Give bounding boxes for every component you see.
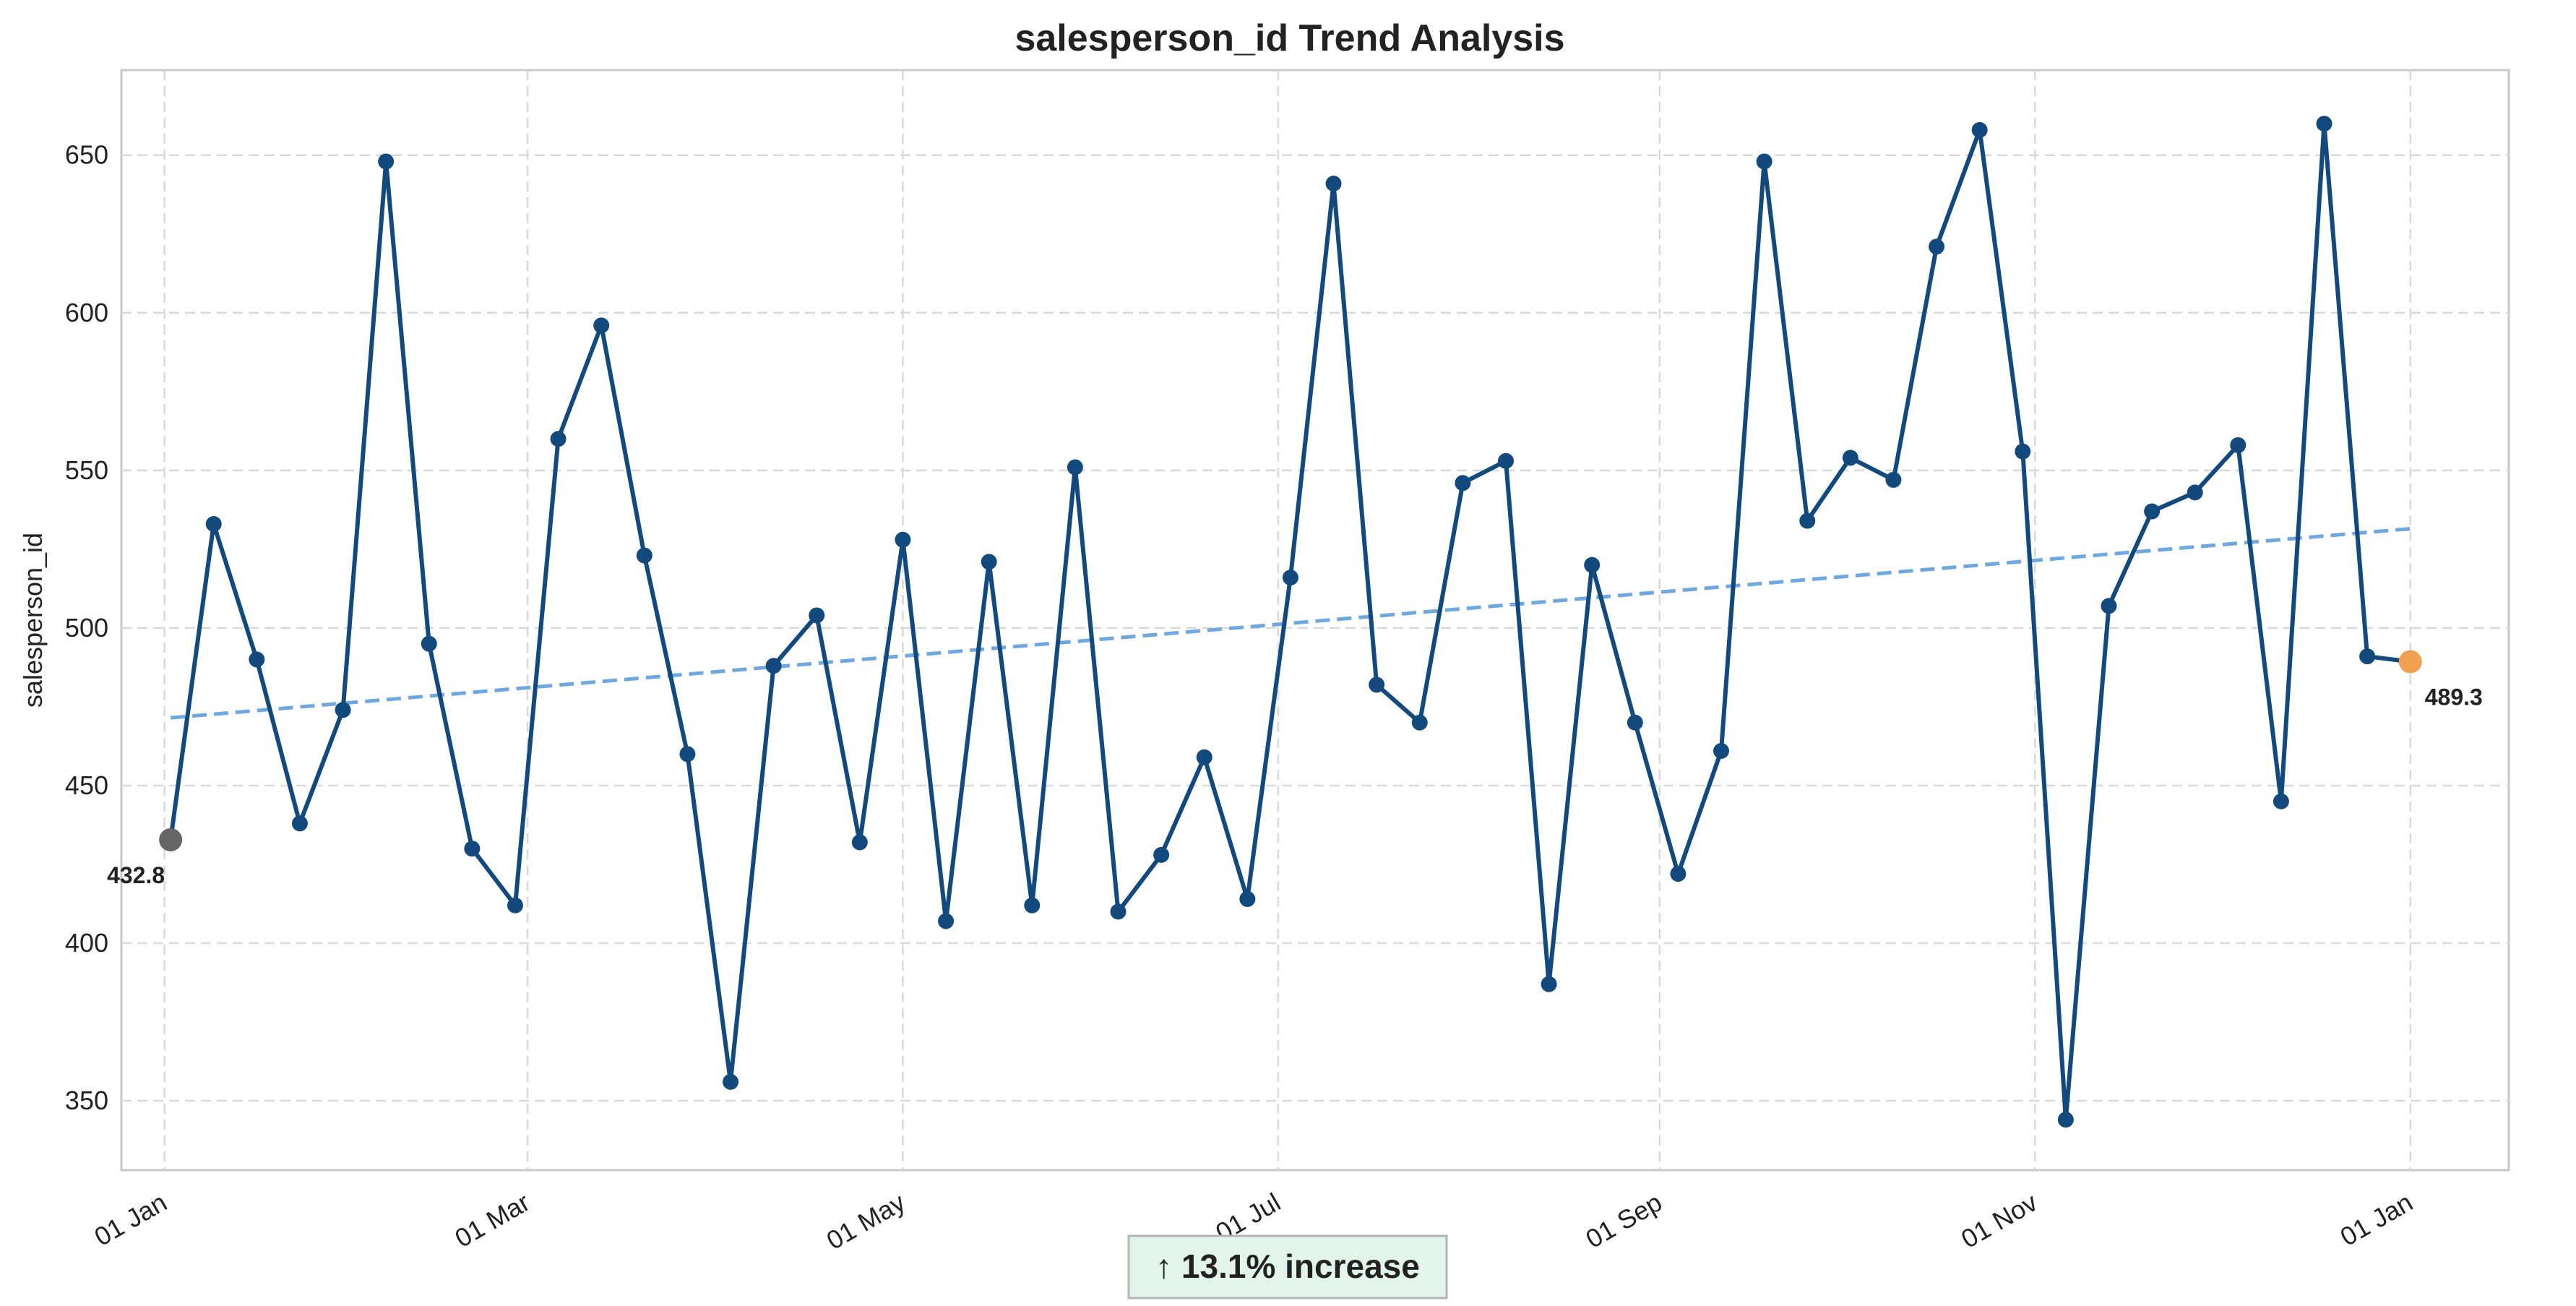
change-badge-text: ↑ 13.1% increase — [1155, 1247, 1420, 1285]
points-layer — [159, 116, 2422, 1128]
y-tick-label: 400 — [65, 928, 108, 958]
data-point — [1024, 897, 1041, 914]
chart-title: salesperson_id Trend Analysis — [1015, 17, 1564, 59]
end-value-label: 489.3 — [2425, 684, 2483, 710]
start-value-label: 432.8 — [107, 862, 165, 888]
data-point — [1411, 714, 1428, 731]
y-tick-label: 650 — [65, 140, 108, 170]
y-axis-label: salesperson_id — [18, 533, 48, 708]
data-point — [636, 547, 652, 564]
x-tick-label: 01 Mar — [449, 1187, 535, 1253]
start-point — [159, 828, 183, 851]
data-point — [1627, 714, 1643, 731]
data-point — [1541, 976, 1557, 992]
data-point — [1842, 450, 1858, 466]
data-point — [1885, 471, 1902, 488]
x-tick-label: 01 Sep — [1581, 1187, 1667, 1254]
y-tick-label: 450 — [65, 770, 108, 800]
data-point — [723, 1073, 739, 1090]
change-badge-box — [1127, 1234, 1448, 1299]
data-point — [507, 897, 523, 914]
data-point — [1067, 459, 1083, 476]
data-point — [2057, 1112, 2074, 1128]
data-point — [2144, 503, 2161, 520]
data-point — [851, 834, 868, 851]
data-point — [421, 635, 437, 652]
trend-line — [170, 527, 2411, 720]
x-tick-label: 01 Nov — [1956, 1187, 2042, 1254]
data-point — [2359, 648, 2376, 665]
y-tick-label: 500 — [65, 613, 108, 643]
data-point — [2015, 443, 2031, 460]
data-point — [1369, 676, 1385, 693]
y-tick-label: 350 — [65, 1086, 108, 1115]
data-point — [809, 607, 825, 624]
data-point — [464, 841, 481, 857]
data-point — [1110, 903, 1127, 920]
data-point — [1325, 175, 1342, 192]
data-point — [938, 913, 955, 929]
plot-area — [120, 69, 2510, 1172]
data-point — [1153, 846, 1170, 863]
grid-lines — [121, 70, 2509, 1170]
data-point — [1799, 512, 1816, 529]
data-point — [378, 153, 395, 170]
data-point — [1282, 570, 1298, 586]
data-point — [2273, 793, 2289, 809]
y-tick-labels: 350 400 450 500 550 600 650 — [65, 140, 108, 1115]
data-point — [1670, 866, 1687, 882]
data-point — [895, 531, 911, 548]
data-point — [1497, 452, 1514, 469]
data-point — [1756, 153, 1772, 170]
data-point — [335, 702, 351, 718]
data-point — [2230, 437, 2247, 453]
x-tick-label: 01 Jan — [89, 1187, 171, 1252]
data-point — [1971, 121, 1988, 138]
data-point — [205, 515, 222, 532]
data-point — [1713, 742, 1730, 759]
data-point — [981, 554, 997, 570]
x-tick-label: 01 Jan — [2335, 1187, 2418, 1252]
trendline-layer — [170, 527, 2411, 720]
end-point — [2398, 650, 2422, 674]
data-point — [1196, 749, 1212, 765]
data-point — [1929, 239, 1945, 255]
change-badge: ↑ 13.1% increase — [1127, 1234, 1448, 1299]
x-tick-label: 01 May — [822, 1187, 910, 1255]
data-point — [593, 317, 610, 334]
y-tick-label: 550 — [65, 455, 108, 485]
data-point — [249, 651, 265, 668]
data-point — [765, 658, 782, 674]
data-point — [550, 431, 567, 447]
data-point — [2187, 484, 2203, 501]
data-point — [291, 815, 308, 832]
y-tick-label: 600 — [65, 298, 108, 327]
data-point — [679, 746, 696, 762]
data-point — [2316, 116, 2332, 132]
data-point — [1239, 890, 1256, 907]
data-point — [1584, 557, 1601, 573]
data-point — [2101, 598, 2117, 614]
data-point — [1455, 475, 1471, 491]
